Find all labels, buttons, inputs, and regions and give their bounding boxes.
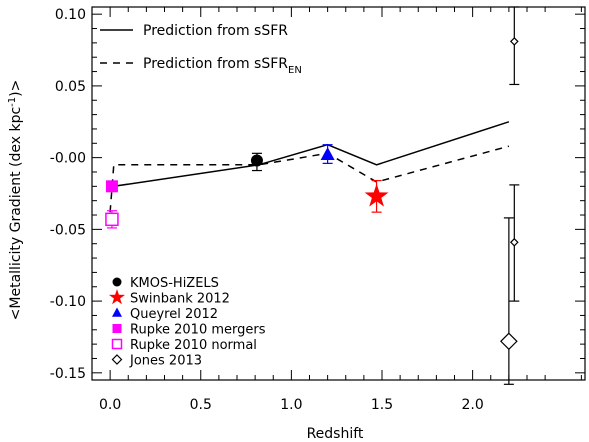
legend-marker bbox=[111, 354, 123, 365]
x-axis-title: Redshift bbox=[307, 426, 364, 442]
x-tick-label: 0.5 bbox=[190, 397, 212, 413]
data-point-rupke-2010-normal bbox=[105, 212, 119, 227]
legend-marker bbox=[111, 338, 123, 350]
y-tick-label: 0.10 bbox=[55, 7, 86, 23]
prediction-line-ssfr-en bbox=[109, 145, 510, 213]
line-legend-subscript: EN bbox=[288, 65, 302, 76]
prediction-line-ssfr bbox=[110, 121, 510, 188]
prediction-lines bbox=[109, 121, 510, 213]
legend-label: KMOS-HiZELS bbox=[130, 276, 219, 291]
data-point-jones-2013 bbox=[500, 332, 518, 351]
line-legend: Prediction from sSFR Prediction from sSFR… bbox=[100, 23, 302, 76]
y-tick-label: 0.05 bbox=[55, 79, 86, 95]
legend-marker bbox=[112, 324, 122, 333]
y-tick-label: -0.05 bbox=[50, 222, 86, 238]
legend-marker bbox=[112, 277, 122, 287]
legend-marker bbox=[112, 307, 122, 317]
x-tick-label: 2.0 bbox=[461, 397, 483, 413]
legend-marker bbox=[109, 289, 125, 305]
x-tick-label: 1.0 bbox=[280, 397, 302, 413]
x-tick-label: 0.0 bbox=[99, 397, 121, 413]
legend-label: Queyrel 2012 bbox=[130, 307, 218, 322]
plot-frame bbox=[91, 6, 586, 381]
y-tick-label: -0.00 bbox=[50, 151, 86, 167]
data-point-jones-2013 bbox=[509, 37, 519, 46]
data-point-jones-2013 bbox=[509, 237, 519, 247]
line-legend-label: Prediction from sSFR bbox=[143, 23, 288, 39]
legend-label: Rupke 2010 normal bbox=[130, 338, 257, 353]
legend-label: Rupke 2010 mergers bbox=[130, 323, 266, 338]
data-point-kmos-hizels bbox=[250, 154, 263, 167]
y-axis-title: <Metallicity Gradient (dex kpc-1)> bbox=[7, 80, 24, 321]
line-legend-label: Prediction from sSFREN bbox=[143, 56, 302, 76]
y-tick-label: -0.15 bbox=[50, 366, 86, 382]
legend-label: Jones 2013 bbox=[129, 354, 202, 369]
data-points bbox=[105, 6, 520, 385]
axes: 0.0 0.5 1.0 1.5 2.0 0.10 0.05 -0.00 -0.05 -0.10 -0… bbox=[50, 6, 586, 413]
y-tick-label: -0.10 bbox=[50, 294, 86, 310]
x-tick-label: 1.5 bbox=[371, 397, 393, 413]
data-point-swinbank-2012 bbox=[364, 183, 389, 207]
legend-label: Swinbank 2012 bbox=[130, 292, 230, 307]
data-point-rupke-2010-mergers bbox=[105, 180, 118, 193]
data-point-queyrel-2012 bbox=[320, 147, 335, 161]
